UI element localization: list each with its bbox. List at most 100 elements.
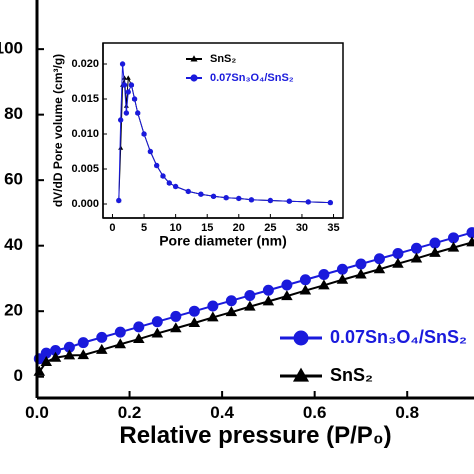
y-tick-label: 0.010: [71, 128, 99, 140]
legend-label: SnS₂: [330, 365, 373, 385]
marker: [135, 110, 141, 116]
marker: [77, 349, 90, 360]
marker: [236, 195, 242, 202]
marker: [172, 183, 179, 190]
y-tick-label: 40: [4, 235, 23, 254]
marker: [392, 257, 404, 268]
marker: [153, 162, 160, 169]
marker: [267, 197, 274, 204]
marker: [336, 273, 349, 284]
marker: [447, 241, 460, 252]
marker: [121, 75, 128, 80]
marker: [188, 316, 201, 327]
marker: [466, 236, 474, 247]
marker: [147, 148, 154, 155]
marker: [125, 89, 131, 95]
marker: [151, 327, 164, 338]
marker: [327, 199, 334, 206]
marker: [160, 173, 166, 179]
marker: [96, 343, 108, 354]
marker: [49, 351, 62, 362]
marker: [429, 246, 441, 257]
marker: [244, 289, 256, 301]
x-tick-label: 35: [327, 222, 339, 234]
y-tick-label: 0.020: [71, 58, 99, 70]
marker: [225, 306, 238, 317]
marker: [119, 61, 126, 67]
marker: [355, 258, 367, 270]
marker: [133, 333, 145, 344]
y-tick-label: 0.015: [71, 93, 99, 105]
x-tick-label: 15: [201, 222, 213, 234]
legend-marker: [293, 330, 309, 346]
marker: [133, 321, 145, 333]
marker: [299, 274, 311, 286]
marker: [123, 110, 130, 116]
marker: [170, 322, 182, 333]
x-tick-label: 30: [296, 222, 308, 234]
marker: [185, 188, 191, 195]
marker: [281, 290, 293, 301]
marker: [117, 117, 124, 123]
marker: [114, 338, 127, 349]
marker: [410, 252, 423, 263]
marker: [281, 279, 293, 291]
marker: [170, 310, 182, 322]
marker: [63, 349, 76, 360]
marker: [207, 311, 219, 322]
marker: [336, 263, 348, 275]
marker: [96, 331, 108, 343]
x-tick-label: 0.2: [118, 403, 142, 422]
marker: [128, 82, 135, 88]
marker: [125, 75, 131, 80]
marker: [198, 191, 204, 197]
y-tick-label: 0: [14, 366, 23, 385]
y-tick-label: 20: [4, 301, 23, 320]
marker: [114, 326, 126, 338]
marker: [355, 268, 367, 279]
x-axis-label: Relative pressure (P/P₀): [119, 422, 391, 449]
legend-marker: [190, 55, 198, 62]
marker: [40, 355, 53, 366]
x-tick-label: 5: [141, 222, 147, 234]
marker: [151, 316, 163, 328]
marker: [188, 305, 200, 317]
marker: [225, 295, 237, 307]
y-tick-label: 0.000: [71, 198, 99, 210]
x-tick-label: 20: [233, 222, 245, 234]
marker: [166, 180, 173, 186]
x-tick-label: 25: [264, 222, 276, 234]
legend-label: 0.07Sn₃O₄/SnS₂: [330, 327, 467, 347]
marker: [131, 96, 138, 102]
marker: [77, 337, 89, 349]
x-tick-label: 0.4: [210, 403, 234, 422]
marker: [244, 300, 256, 311]
x-tick-label: 0.6: [303, 403, 327, 422]
marker: [123, 103, 129, 108]
marker: [410, 242, 422, 254]
y-tick-label: 100: [0, 39, 23, 58]
marker: [305, 199, 311, 205]
marker: [141, 131, 147, 137]
marker: [116, 197, 122, 204]
x-axis-label: Pore diameter (nm): [159, 232, 287, 248]
marker: [318, 269, 330, 281]
x-tick-label: 0: [109, 222, 115, 234]
y-tick-label: 0.005: [71, 163, 99, 175]
marker: [373, 253, 385, 265]
marker: [466, 227, 474, 239]
x-tick-label: 10: [170, 222, 182, 234]
marker: [121, 82, 128, 88]
marker: [262, 295, 275, 306]
inset-frame: [102, 42, 344, 219]
y-axis-label: dV/dD Pore volume (cm³/g): [51, 54, 65, 207]
x-tick-label: 0.0: [25, 403, 49, 422]
marker: [286, 198, 293, 204]
y-tick-label: 60: [4, 170, 23, 189]
marker: [318, 279, 330, 290]
marker: [248, 197, 255, 203]
legend-marker: [292, 367, 310, 382]
legend-label: 0.07Sn₃O₄/SnS₂: [210, 72, 294, 84]
marker: [118, 145, 124, 150]
